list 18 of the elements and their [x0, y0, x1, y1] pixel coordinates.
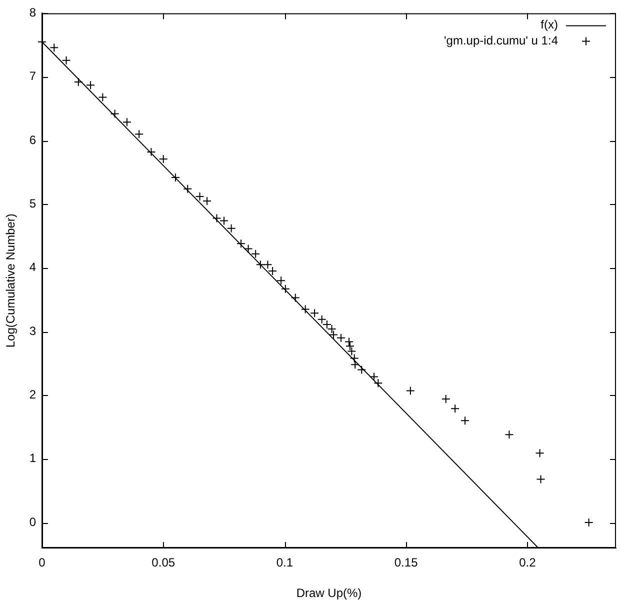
y-tick-label: 5: [29, 196, 36, 211]
x-tick-label: 0.1: [276, 556, 294, 570]
y-axis-title: Log(Cumulative Number): [4, 214, 18, 348]
x-tick-label: 0.05: [152, 556, 176, 570]
y-tick-label: 2: [29, 388, 36, 402]
y-tick-label: 6: [29, 132, 36, 147]
y-tick-label: 4: [29, 260, 36, 274]
legend-label: 'gm.up-id.cumu' u 1:4: [444, 34, 558, 48]
y-tick-label: 8: [29, 6, 36, 20]
y-tick-label: 0: [29, 514, 36, 529]
x-axis-title: Draw Up(%): [296, 586, 362, 600]
x-tick-label: 0: [38, 556, 46, 570]
y-tick-label: 7: [29, 69, 36, 84]
y-tick-label: 3: [29, 324, 36, 338]
y-tick-label: 1: [29, 451, 36, 466]
x-tick-label: 0.2: [519, 556, 536, 570]
legend-label: f(x): [540, 18, 558, 32]
x-tick-label: 0.15: [394, 556, 418, 570]
